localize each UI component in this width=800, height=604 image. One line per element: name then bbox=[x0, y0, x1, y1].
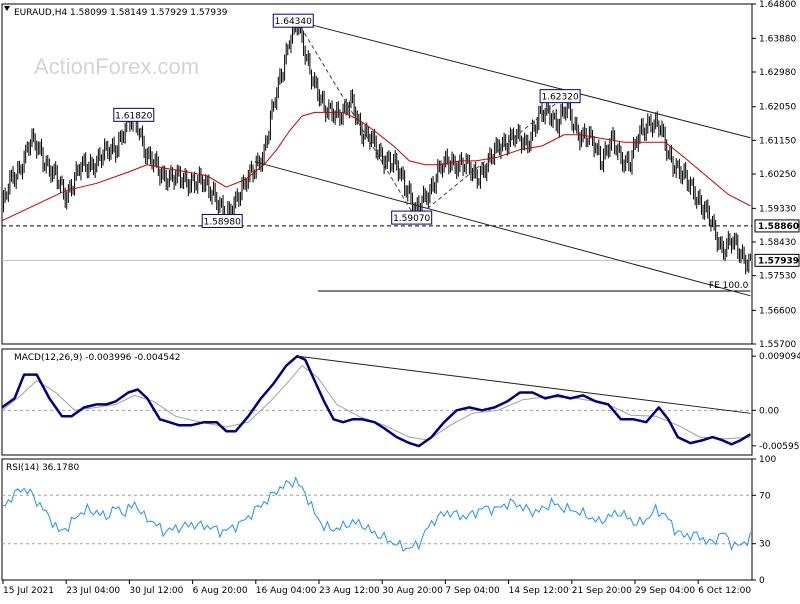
rsi-title: RSI(14) 36.1780 bbox=[6, 463, 79, 473]
level-lines bbox=[2, 225, 752, 545]
xtick-label: 7 Sep 04:00 bbox=[445, 586, 500, 596]
price-ytick-label: 1.57530 bbox=[759, 272, 796, 282]
xtick-label: 30 Jul 12:00 bbox=[129, 586, 183, 596]
xtick-label: 6 Aug 20:00 bbox=[193, 586, 248, 596]
annotation-labels: FE 100.0 1.64340 1.61820 1.58980 1.59070 1.62… bbox=[113, 13, 749, 291]
price-label: 1.58980 bbox=[204, 217, 241, 227]
price-label-box bbox=[391, 210, 433, 225]
xtick-label: 6 Oct 12:00 bbox=[698, 586, 751, 596]
price-level-label: 1.57939 bbox=[758, 256, 799, 266]
xtick-label: 29 Sep 04:00 bbox=[635, 586, 695, 596]
price-ytick-label: 1.61150 bbox=[759, 136, 796, 146]
price-ytick-label: 1.60250 bbox=[759, 170, 796, 180]
ohlc-bars bbox=[1, 17, 751, 275]
price-label-box bbox=[201, 213, 243, 228]
xtick-label: 15 Jul 2021 bbox=[3, 586, 54, 596]
price-ytick-label: 1.64800 bbox=[759, 0, 796, 10]
macd-series bbox=[1, 354, 752, 448]
chart-menu-icon[interactable] bbox=[4, 6, 10, 11]
macd-trendline bbox=[297, 355, 751, 414]
symbol-label: EURAUD,H4 1.58099 1.58149 1.57929 1.5793… bbox=[14, 8, 228, 18]
price-ytick-label: 1.56600 bbox=[759, 306, 796, 316]
macd-signal-line bbox=[1, 365, 751, 441]
xtick-label: 23 Aug 12:00 bbox=[319, 586, 380, 596]
panel-frames bbox=[1, 3, 753, 581]
xtick-label: 16 Aug 04:00 bbox=[256, 586, 317, 596]
moving-average-line bbox=[1, 111, 751, 222]
rsi-ytick-label: 100 bbox=[759, 455, 776, 465]
price-label: 1.61820 bbox=[115, 111, 152, 121]
price-ytick-label: 1.59330 bbox=[759, 204, 796, 214]
macd-title: MACD(12,26,9) -0.003996 -0.004542 bbox=[14, 353, 180, 363]
panel-frame bbox=[1, 458, 753, 581]
rsi-series bbox=[1, 476, 751, 552]
macd-ytick-label: 0.009094 bbox=[759, 352, 800, 362]
macd-ytick-label: 0.00 bbox=[759, 406, 779, 416]
price-label: 1.62320 bbox=[541, 93, 578, 103]
price-ytick-label: 1.62980 bbox=[759, 68, 796, 78]
price-label-box bbox=[113, 107, 155, 122]
panel-frame bbox=[1, 348, 753, 456]
price-label-box bbox=[272, 13, 314, 28]
price-ytick-label: 1.58430 bbox=[759, 238, 796, 248]
rsi-ytick-label: 0 bbox=[759, 576, 765, 586]
xtick-label: 21 Sep 20:00 bbox=[572, 586, 632, 596]
watermark: ActionForex.com bbox=[34, 54, 199, 79]
xtick-label: 14 Sep 12:00 bbox=[509, 586, 569, 596]
xtick-label: 23 Jul 04:00 bbox=[66, 586, 120, 596]
price-level-box bbox=[754, 253, 800, 267]
price-series bbox=[1, 17, 751, 297]
rsi-ytick-label: 70 bbox=[759, 491, 771, 501]
zigzag-line bbox=[296, 20, 565, 219]
xtick-label: 30 Aug 20:00 bbox=[382, 586, 443, 596]
macd-ytick-label: -0.005956 bbox=[759, 442, 800, 452]
rsi-ytick-label: 30 bbox=[759, 540, 771, 550]
fe-label: FE 100.0 bbox=[709, 281, 749, 291]
price-ytick-label: 1.63880 bbox=[759, 34, 796, 44]
price-label: 1.59070 bbox=[393, 214, 430, 224]
macd-main-line bbox=[1, 354, 752, 448]
price-ytick-label: 1.62050 bbox=[759, 103, 796, 113]
price-label-box bbox=[539, 89, 581, 104]
price-level-label: 1.58860 bbox=[758, 222, 799, 232]
price-ytick-label: 1.55700 bbox=[759, 340, 796, 350]
channel-trendline bbox=[297, 20, 751, 139]
price-level-box bbox=[754, 219, 800, 233]
channel-trendline bbox=[254, 161, 751, 297]
rsi-line bbox=[1, 476, 751, 552]
price-label: 1.64340 bbox=[275, 17, 312, 27]
